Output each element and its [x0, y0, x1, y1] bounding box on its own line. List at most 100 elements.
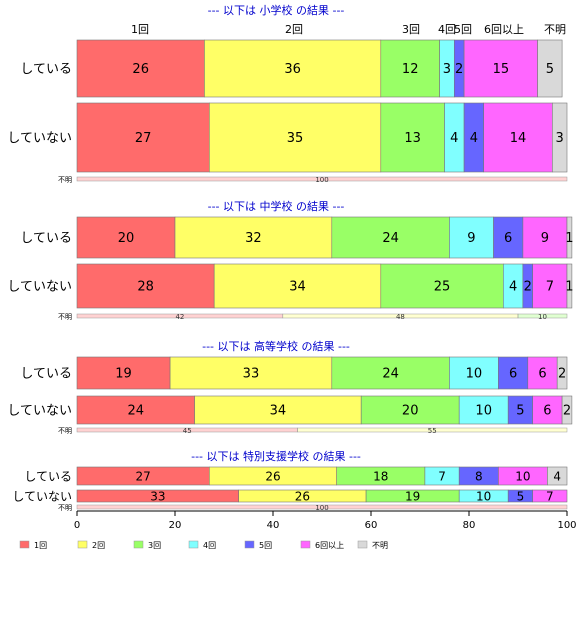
bar-segment: [76, 356, 171, 390]
bar-value-label: 19: [405, 490, 420, 504]
x-axis-tick-label: 60: [365, 520, 378, 531]
bar-value-label: 6: [509, 367, 517, 382]
bar-value-label: 20: [402, 404, 419, 419]
unknown-bar-value-label: 10: [538, 313, 547, 321]
legend-label: 1回: [34, 541, 47, 550]
top-category-label: 1回: [131, 23, 149, 36]
bar-segment: [449, 356, 499, 390]
bar-value-label: 4: [470, 131, 478, 146]
row-label: している: [24, 470, 72, 484]
bar-value-label: 36: [284, 62, 301, 77]
row-label: している: [20, 62, 72, 77]
bar-value-label: 26: [295, 490, 310, 504]
unknown-bar-value-label: 42: [175, 313, 184, 321]
unknown-bar-segment: [76, 504, 568, 510]
legend-swatch: [188, 540, 199, 549]
bar-segment: [537, 39, 563, 98]
legend-label: 2回: [92, 541, 105, 550]
bar-value-label: 6: [543, 404, 551, 419]
bar-value-label: 5: [517, 490, 525, 504]
bar-segment: [331, 356, 450, 390]
bar-segment: [498, 356, 529, 390]
top-category-label: 3回: [402, 23, 420, 36]
legend-swatch: [77, 540, 88, 549]
bar-segment: [76, 263, 215, 309]
unknown-row-label: 不明: [58, 176, 72, 184]
bar-value-label: 19: [115, 367, 132, 382]
bar-value-label: 33: [150, 490, 165, 504]
bar-segment: [380, 263, 504, 309]
bar-value-label: 5: [546, 62, 554, 77]
bar-value-label: 10: [476, 490, 491, 504]
bar-value-label: 27: [136, 470, 151, 484]
panel-title: --- 以下は 中学校 の結果 ---: [208, 199, 345, 213]
bar-segment: [507, 395, 534, 425]
panel-title: --- 以下は 小学校 の結果 ---: [208, 3, 345, 17]
unknown-bar-segment: [297, 427, 568, 433]
bar-segment: [566, 216, 573, 259]
bar-value-label: 24: [382, 367, 399, 382]
bar-value-label: 15: [493, 62, 510, 77]
bar-segment: [532, 263, 568, 309]
bar-segment: [522, 216, 568, 259]
bar-segment: [360, 395, 460, 425]
bar-value-label: 2: [455, 62, 463, 77]
row-label: していない: [7, 131, 72, 146]
bar-segment: [204, 39, 382, 98]
bar-segment: [213, 263, 382, 309]
legend-swatch: [357, 540, 368, 549]
row-label: していない: [7, 280, 72, 295]
unknown-bar-value-label: 48: [396, 313, 405, 321]
bar-value-label: 1: [565, 231, 573, 246]
unknown-bar-value-label: 100: [315, 176, 328, 184]
unknown-bar-value-label: 55: [428, 427, 437, 435]
bar-value-label: 33: [243, 367, 260, 382]
bar-value-label: 13: [404, 131, 421, 146]
bar-value-label: 5: [516, 404, 524, 419]
unknown-row-label: 不明: [58, 313, 72, 321]
bar-value-label: 27: [135, 131, 152, 146]
row-label: している: [20, 231, 72, 246]
bar-segment: [556, 356, 568, 390]
bar-segment: [169, 356, 333, 390]
bar-value-label: 3: [556, 131, 564, 146]
bar-segment: [527, 356, 558, 390]
top-category-label: 6回以上: [484, 23, 524, 36]
bar-value-label: 1: [565, 280, 573, 295]
bar-segment: [380, 102, 445, 173]
bar-value-label: 10: [515, 470, 530, 484]
x-axis-tick-label: 100: [557, 520, 576, 531]
unknown-bar-value-label: 45: [183, 427, 192, 435]
x-axis-tick-label: 40: [267, 520, 280, 531]
bar-value-label: 10: [466, 367, 483, 382]
bar-segment: [566, 263, 573, 309]
bar-value-label: 3: [443, 62, 451, 77]
legend-swatch: [244, 540, 255, 549]
bar-value-label: 34: [289, 280, 306, 295]
bar-value-label: 28: [137, 280, 154, 295]
legend-swatch: [300, 540, 311, 549]
bar-value-label: 24: [382, 231, 399, 246]
bar-value-label: 7: [546, 490, 554, 504]
x-axis-tick-label: 0: [74, 520, 80, 531]
x-axis-tick-label: 80: [463, 520, 476, 531]
legend-label: 不明: [372, 541, 388, 550]
bar-value-label: 7: [546, 280, 554, 295]
bar-value-label: 35: [287, 131, 304, 146]
bar-value-label: 34: [270, 404, 287, 419]
panel-title: --- 以下は 高等学校 の結果 ---: [202, 339, 350, 353]
bar-value-label: 2: [558, 367, 566, 382]
bar-value-label: 8: [475, 470, 483, 484]
bar-value-label: 24: [128, 404, 145, 419]
bar-value-label: 25: [434, 280, 451, 295]
bar-value-label: 26: [132, 62, 149, 77]
bar-value-label: 6: [504, 231, 512, 246]
bar-value-label: 6: [538, 367, 546, 382]
bar-value-label: 18: [373, 470, 388, 484]
bar-value-label: 7: [438, 470, 446, 484]
bar-value-label: 14: [510, 131, 527, 146]
bar-value-label: 9: [467, 231, 475, 246]
bar-segment: [547, 466, 568, 486]
top-category-label: 5回: [454, 23, 472, 36]
bar-value-label: 32: [245, 231, 262, 246]
